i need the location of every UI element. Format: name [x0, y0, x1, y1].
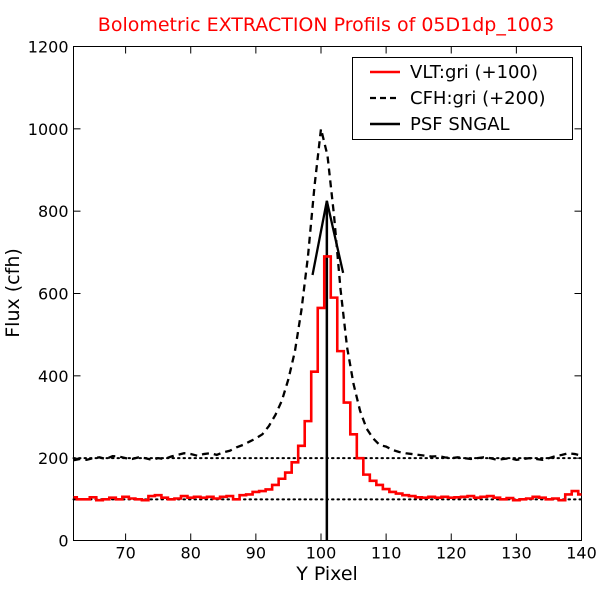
y-tick-label: 600: [38, 285, 69, 304]
series-line-2: [311, 200, 345, 276]
x-axis-title: Y Pixel: [295, 563, 358, 585]
y-tick-label: 400: [38, 367, 69, 386]
series-line-0: [73, 255, 582, 502]
y-tick-label: 1000: [28, 120, 69, 139]
legend-label-vlt: VLT:gri (+100): [410, 62, 538, 83]
x-tick-label: 90: [246, 544, 266, 563]
x-tick-label: 120: [436, 544, 467, 563]
x-tick-label: 70: [115, 544, 135, 563]
x-tick-label: 140: [566, 544, 597, 563]
x-tick-label: 110: [371, 544, 402, 563]
legend-label-cfh: CFH:gri (+200): [410, 88, 546, 109]
x-tick-label: 130: [501, 544, 532, 563]
chart-title: Bolometric EXTRACTION Profils of 05D1dp_…: [98, 14, 554, 36]
data-layer: [72, 128, 583, 541]
y-tick-label: 200: [38, 449, 69, 468]
x-tick-label: 100: [306, 544, 337, 563]
legend: VLT:gri (+100) CFH:gri (+200) PSF SNGAL: [352, 57, 573, 140]
y-tick-label: 800: [38, 202, 69, 221]
y-tick-label: 0: [58, 532, 68, 551]
y-axis-title: Flux (cfh): [2, 248, 24, 338]
ticks-layer: 70 80 90 100 110 120 130 140 0 200 400 600 800 1000 12…: [28, 38, 597, 563]
y-tick-label: 1200: [28, 38, 69, 57]
x-tick-label: 80: [181, 544, 201, 563]
series-line-1: [73, 128, 582, 462]
legend-label-psf: PSF SNGAL: [410, 114, 510, 135]
